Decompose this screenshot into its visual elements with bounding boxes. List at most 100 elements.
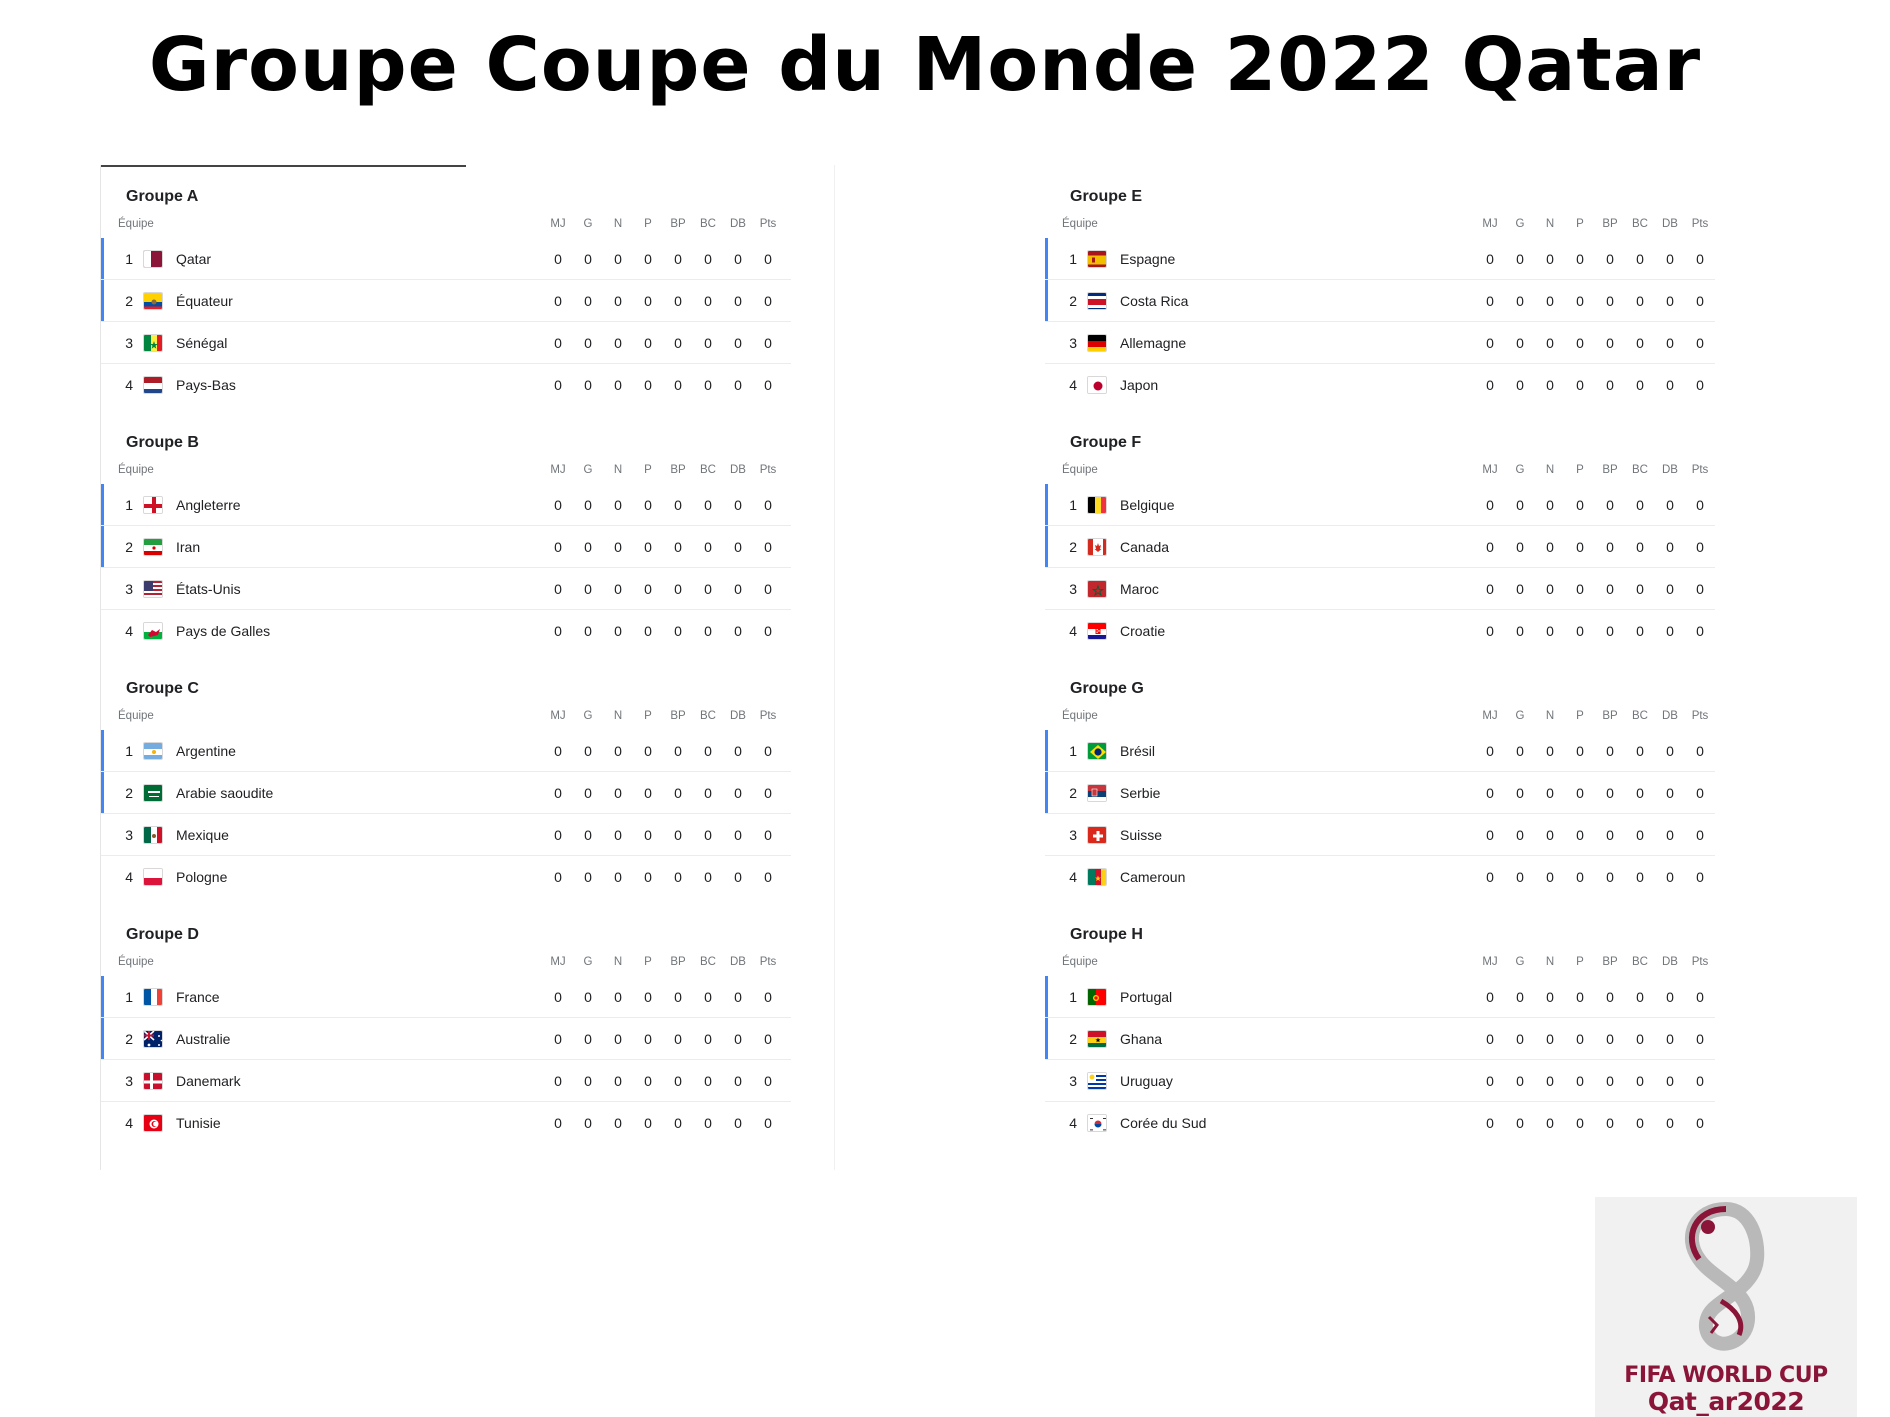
team-position: 3 bbox=[125, 335, 133, 351]
team-name[interactable]: Pays-Bas bbox=[176, 377, 236, 393]
team-row[interactable]: 2 Serbie 0 0 0 0 0 0 0 0 bbox=[1045, 772, 1715, 814]
stat-g: 0 bbox=[584, 539, 592, 555]
team-row[interactable]: 3 Uruguay 0 0 0 0 0 0 0 0 bbox=[1045, 1060, 1715, 1102]
team-row[interactable]: 2 Canada 0 0 0 0 0 0 0 0 bbox=[1045, 526, 1715, 568]
team-name[interactable]: Brésil bbox=[1120, 743, 1156, 759]
stat-n: 0 bbox=[614, 1073, 622, 1089]
team-name[interactable]: Corée du Sud bbox=[1120, 1115, 1207, 1131]
team-name[interactable]: Cameroun bbox=[1120, 869, 1186, 885]
stat-p: 0 bbox=[1576, 1115, 1584, 1131]
team-name[interactable]: Danemark bbox=[176, 1073, 241, 1089]
team-row[interactable]: 3 Sénégal 0 0 0 0 0 0 0 0 bbox=[101, 322, 791, 364]
stat-db: 0 bbox=[734, 497, 742, 513]
team-row[interactable]: 1 Qatar 0 0 0 0 0 0 0 0 bbox=[101, 238, 791, 280]
team-row[interactable]: 2 Ghana 0 0 0 0 0 0 0 0 bbox=[1045, 1018, 1715, 1060]
stat-bc: 0 bbox=[704, 989, 712, 1005]
stat-n: 0 bbox=[1546, 1115, 1554, 1131]
team-row[interactable]: 4 Pologne 0 0 0 0 0 0 0 0 bbox=[101, 856, 791, 898]
stat-db: 0 bbox=[1666, 743, 1674, 759]
team-name[interactable]: Argentine bbox=[176, 743, 236, 759]
team-name[interactable]: États-Unis bbox=[176, 581, 241, 597]
stat-mj: 0 bbox=[1486, 989, 1494, 1005]
team-row[interactable]: 3 Suisse 0 0 0 0 0 0 0 0 bbox=[1045, 814, 1715, 856]
team-name[interactable]: Uruguay bbox=[1120, 1073, 1173, 1089]
team-row[interactable]: 3 États-Unis 0 0 0 0 0 0 0 0 bbox=[101, 568, 791, 610]
team-row[interactable]: 4 Cameroun 0 0 0 0 0 0 0 0 bbox=[1045, 856, 1715, 898]
team-name[interactable]: Équateur bbox=[176, 293, 233, 309]
team-row[interactable]: 2 Arabie saoudite 0 0 0 0 0 0 0 0 bbox=[101, 772, 791, 814]
team-name[interactable]: Allemagne bbox=[1120, 335, 1187, 351]
team-name[interactable]: Iran bbox=[176, 539, 201, 555]
team-row[interactable]: 4 Croatie 0 0 0 0 0 0 0 0 bbox=[1045, 610, 1715, 652]
team-name[interactable]: Croatie bbox=[1120, 623, 1166, 639]
team-row[interactable]: 1 Belgique 0 0 0 0 0 0 0 0 bbox=[1045, 484, 1715, 526]
team-name[interactable]: Portugal bbox=[1120, 989, 1173, 1005]
stat-header-bp: BP bbox=[670, 218, 686, 230]
stat-pts: 0 bbox=[1696, 623, 1704, 639]
stat-pts: 0 bbox=[1696, 989, 1704, 1005]
stat-g: 0 bbox=[584, 1031, 592, 1047]
stat-header-pts: Pts bbox=[759, 710, 777, 722]
stat-db: 0 bbox=[734, 293, 742, 309]
team-row[interactable]: 4 Pays de Galles 0 0 0 0 0 0 0 0 bbox=[101, 610, 791, 652]
team-name[interactable]: Costa Rica bbox=[1120, 293, 1189, 309]
stat-bc: 0 bbox=[704, 743, 712, 759]
team-name[interactable]: Tunisie bbox=[176, 1115, 221, 1131]
team-row[interactable]: 2 Iran 0 0 0 0 0 0 0 0 bbox=[101, 526, 791, 568]
stat-header-n: N bbox=[1545, 710, 1555, 722]
stat-pts: 0 bbox=[764, 989, 772, 1005]
team-name[interactable]: Arabie saoudite bbox=[176, 785, 274, 801]
stat-p: 0 bbox=[1576, 539, 1584, 555]
team-row[interactable]: 3 Danemark 0 0 0 0 0 0 0 0 bbox=[101, 1060, 791, 1102]
team-name[interactable]: Angleterre bbox=[176, 497, 241, 513]
stat-db: 0 bbox=[1666, 293, 1674, 309]
team-row[interactable]: 4 Corée du Sud 0 0 0 0 0 0 0 0 bbox=[1045, 1102, 1715, 1144]
team-row[interactable]: 1 Brésil 0 0 0 0 0 0 0 0 bbox=[1045, 730, 1715, 772]
team-row[interactable]: 1 Espagne 0 0 0 0 0 0 0 0 bbox=[1045, 238, 1715, 280]
stat-db: 0 bbox=[734, 1115, 742, 1131]
team-row[interactable]: 1 Portugal 0 0 0 0 0 0 0 0 bbox=[1045, 976, 1715, 1018]
team-name[interactable]: Pays de Galles bbox=[176, 623, 271, 639]
team-row[interactable]: 2 Costa Rica 0 0 0 0 0 0 0 0 bbox=[1045, 280, 1715, 322]
team-row[interactable]: 4 Tunisie 0 0 0 0 0 0 0 0 bbox=[101, 1102, 791, 1144]
stat-mj: 0 bbox=[1486, 335, 1494, 351]
stat-header-p: P bbox=[644, 956, 652, 968]
stat-db: 0 bbox=[734, 581, 742, 597]
group-title: Groupe D bbox=[126, 926, 199, 943]
team-name[interactable]: Suisse bbox=[1120, 827, 1163, 843]
team-name[interactable]: Sénégal bbox=[176, 335, 228, 351]
stat-p: 0 bbox=[644, 377, 652, 393]
stat-mj: 0 bbox=[554, 251, 562, 267]
stat-bc: 0 bbox=[704, 623, 712, 639]
team-row[interactable]: 4 Japon 0 0 0 0 0 0 0 0 bbox=[1045, 364, 1715, 406]
team-name[interactable]: Pologne bbox=[176, 869, 228, 885]
team-name[interactable]: Qatar bbox=[176, 251, 212, 267]
team-row[interactable]: 4 Pays-Bas 0 0 0 0 0 0 0 0 bbox=[101, 364, 791, 406]
team-name[interactable]: Serbie bbox=[1120, 785, 1161, 801]
team-row[interactable]: 3 Mexique 0 0 0 0 0 0 0 0 bbox=[101, 814, 791, 856]
team-name[interactable]: Mexique bbox=[176, 827, 229, 843]
stat-bp: 0 bbox=[674, 1031, 682, 1047]
stat-bc: 0 bbox=[704, 251, 712, 267]
stat-g: 0 bbox=[584, 293, 592, 309]
team-row[interactable]: 1 Angleterre 0 0 0 0 0 0 0 0 bbox=[101, 484, 791, 526]
team-row[interactable]: 1 Argentine 0 0 0 0 0 0 0 0 bbox=[101, 730, 791, 772]
team-name[interactable]: Belgique bbox=[1120, 497, 1175, 513]
team-row[interactable]: 2 Australie 0 0 0 0 0 0 0 0 bbox=[101, 1018, 791, 1060]
team-row[interactable]: 3 Maroc 0 0 0 0 0 0 0 0 bbox=[1045, 568, 1715, 610]
group-title: Groupe C bbox=[126, 680, 199, 697]
team-name[interactable]: Maroc bbox=[1120, 581, 1159, 597]
team-row[interactable]: 3 Allemagne 0 0 0 0 0 0 0 0 bbox=[1045, 322, 1715, 364]
column-header-row: Équipe MJ G N P BP BC DB Pts bbox=[1045, 710, 1715, 730]
stat-p: 0 bbox=[644, 293, 652, 309]
team-name[interactable]: Australie bbox=[176, 1031, 231, 1047]
team-row[interactable]: 2 Équateur 0 0 0 0 0 0 0 0 bbox=[101, 280, 791, 322]
stat-n: 0 bbox=[1546, 581, 1554, 597]
stat-p: 0 bbox=[644, 539, 652, 555]
team-name[interactable]: Ghana bbox=[1120, 1031, 1163, 1047]
team-name[interactable]: France bbox=[176, 989, 220, 1005]
team-name[interactable]: Espagne bbox=[1120, 251, 1176, 267]
team-row[interactable]: 1 France 0 0 0 0 0 0 0 0 bbox=[101, 976, 791, 1018]
team-name[interactable]: Japon bbox=[1120, 377, 1159, 393]
team-name[interactable]: Canada bbox=[1120, 539, 1170, 555]
